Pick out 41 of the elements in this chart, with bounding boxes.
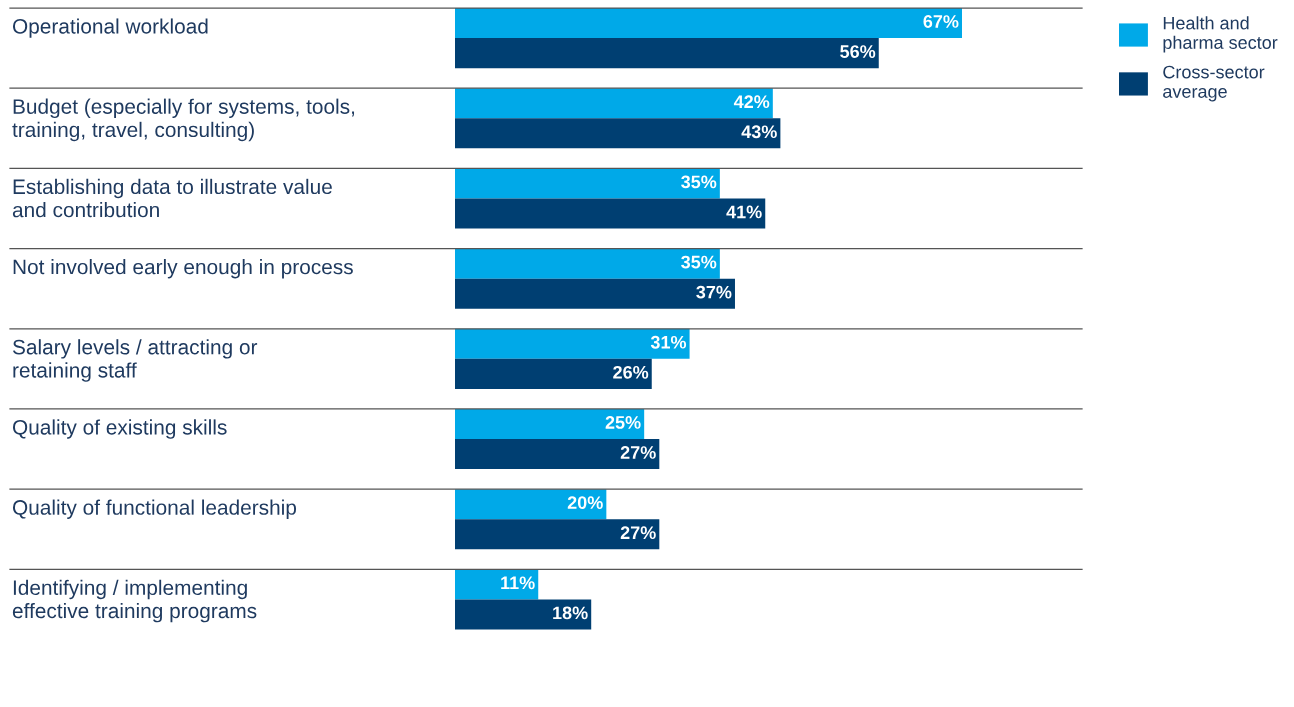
bar [455, 168, 720, 199]
data-label: 20% [567, 496, 603, 510]
y-tick-label: Budget (especially for systems, tools, training, travel, consulting) [12, 98, 355, 142]
y-tick-label: Operational workload [12, 18, 208, 38]
bar [455, 118, 781, 149]
bar [455, 198, 766, 229]
bar [455, 439, 660, 470]
data-label: 42% [733, 95, 770, 109]
data-label: 37% [696, 285, 732, 299]
data-label: 56% [840, 45, 876, 58]
y-tick-label: Salary levels / attracting or retaining staff [12, 339, 258, 382]
bar [455, 88, 773, 119]
legend-label: Health and pharma sector [1163, 16, 1278, 53]
data-label: 27% [620, 446, 656, 459]
data-label: 11% [501, 576, 535, 590]
bar [455, 278, 735, 309]
data-label: 27% [620, 526, 656, 540]
bar [455, 408, 645, 440]
data-label: 43% [741, 125, 777, 139]
bar [455, 8, 962, 39]
data-label: 41% [726, 205, 762, 219]
data-label: 26% [613, 365, 649, 379]
bar [455, 328, 690, 359]
legend-label: Cross-sector average [1163, 65, 1265, 102]
y-tick-label: Identifying / implementing effective training programs [12, 579, 257, 623]
data-label: 18% [553, 606, 588, 620]
bar [455, 358, 652, 389]
bar [455, 248, 720, 279]
bar [455, 489, 607, 520]
y-tick-label: Not involved early enough in process [13, 258, 353, 279]
data-label: 35% [681, 255, 717, 269]
data-label: 31% [650, 335, 687, 349]
bar [455, 38, 879, 69]
bar [455, 599, 592, 630]
y-tick-label: Quality of functional leadership [12, 499, 297, 519]
data-label: 25% [605, 416, 641, 429]
data-label: 35% [681, 175, 717, 189]
bar [455, 519, 660, 550]
data-label: 67% [923, 15, 959, 28]
y-tick-label: Establishing data to illustrate value and contribution [12, 178, 332, 218]
y-tick-label: Quality of existing skills [12, 419, 227, 439]
